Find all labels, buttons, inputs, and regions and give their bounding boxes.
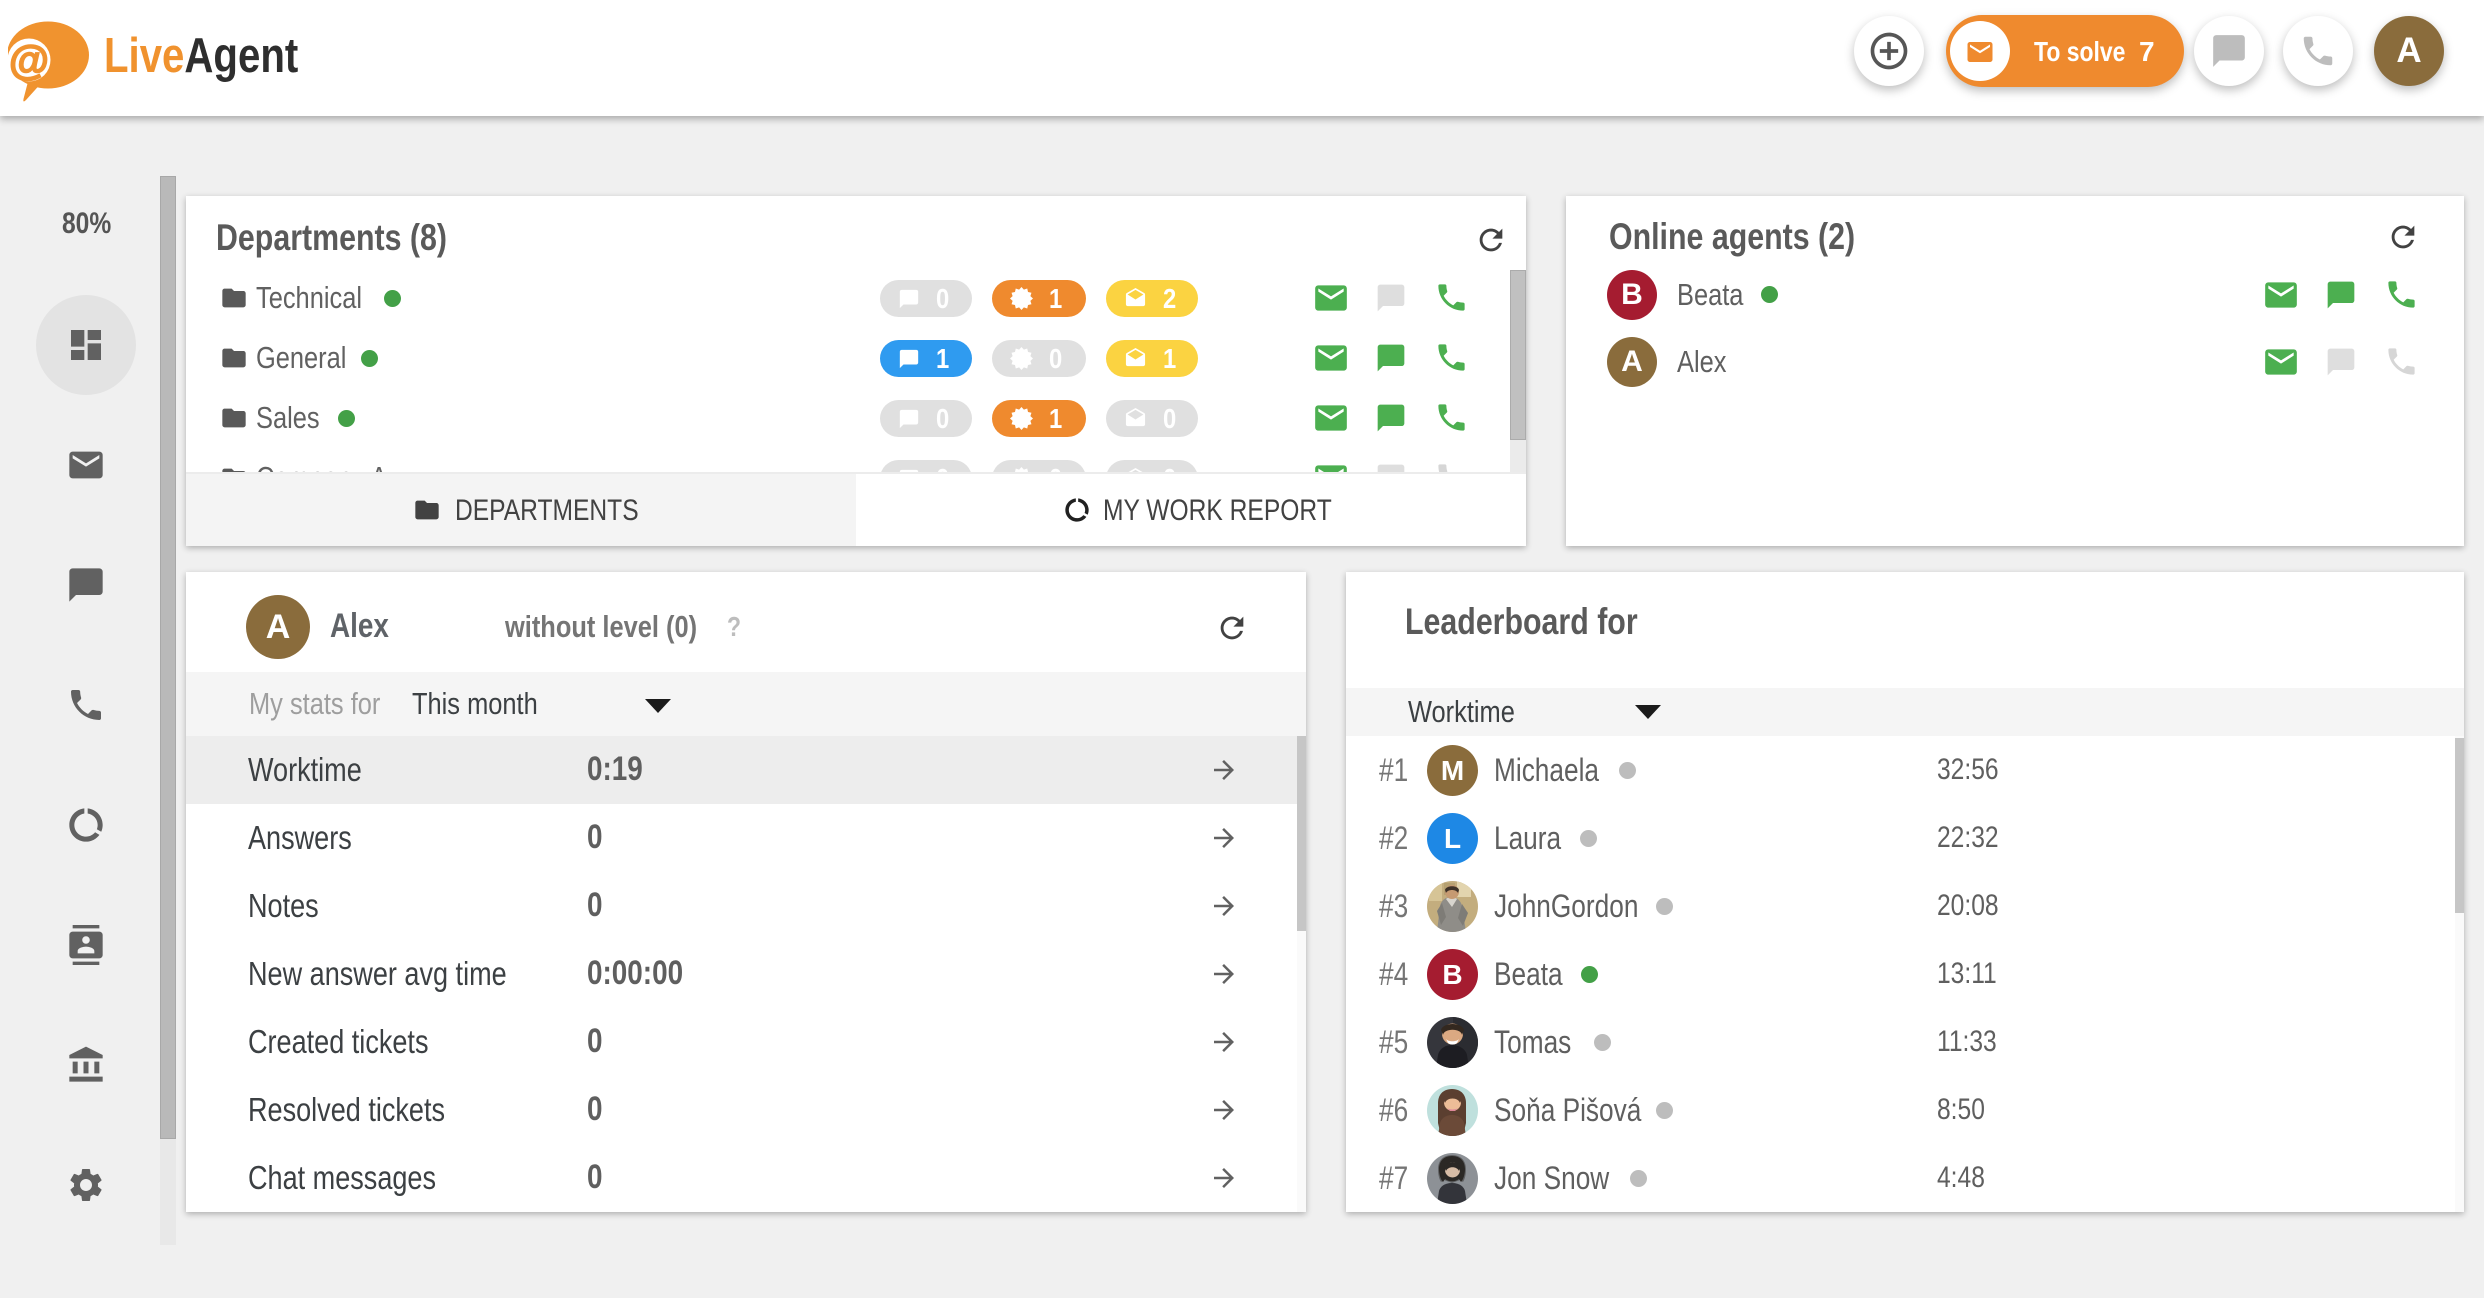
svg-text:@: @ (9, 37, 49, 83)
